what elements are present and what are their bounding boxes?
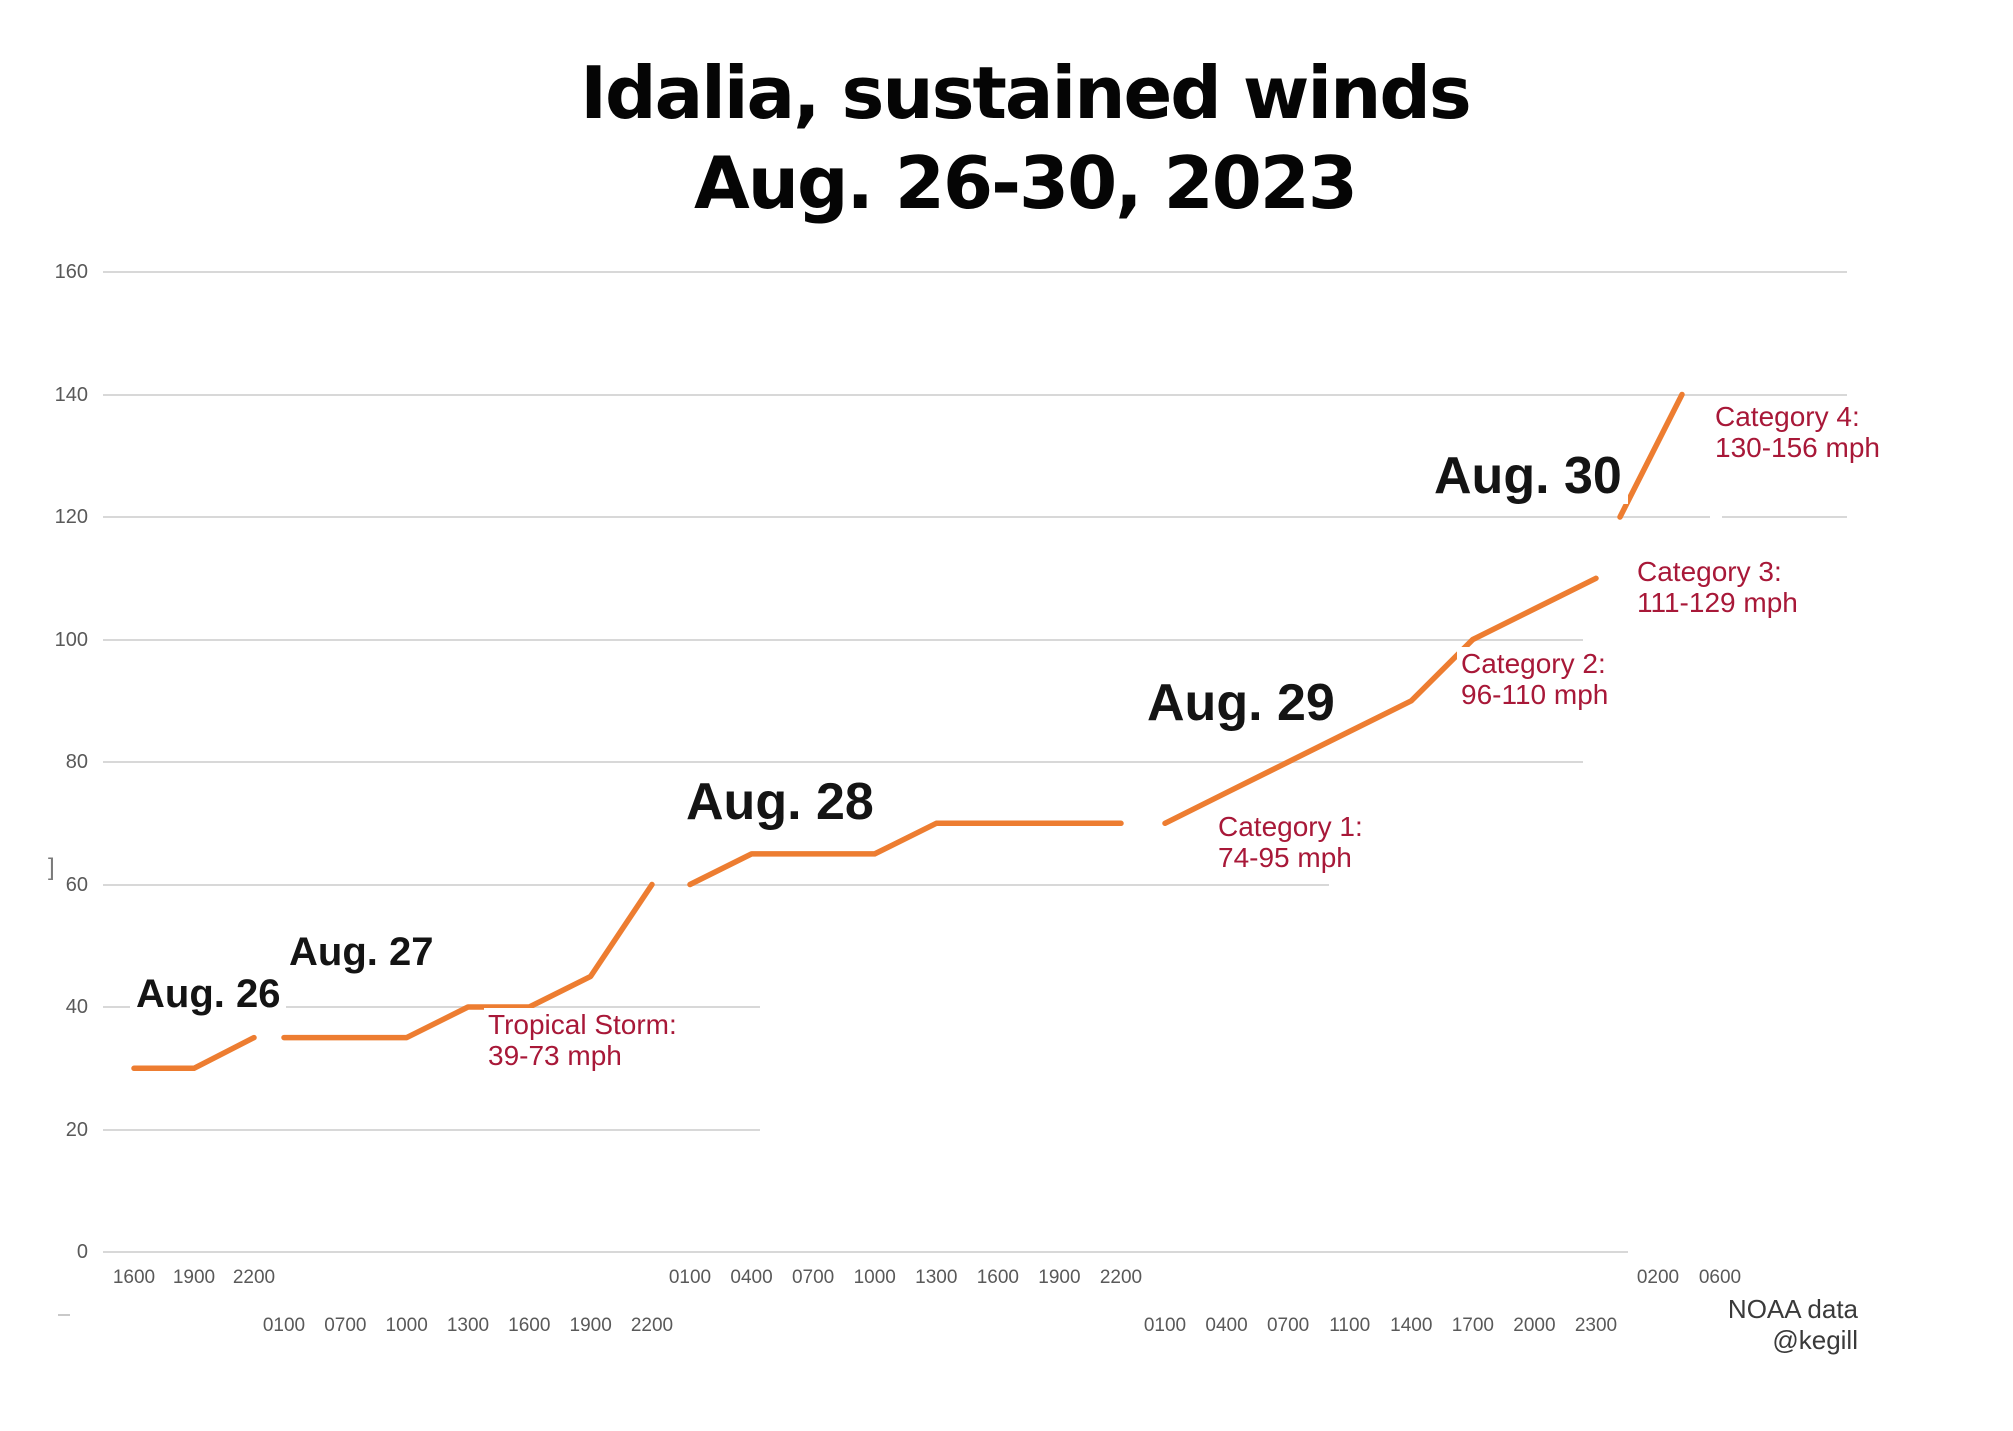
x-axis-tick-label: 0700 xyxy=(791,1267,835,1288)
date-annotation: Aug. 30 xyxy=(1428,448,1628,504)
x-axis-tick-label: 0700 xyxy=(1266,1315,1310,1336)
wind-speed-line-26 xyxy=(131,1034,257,1072)
gridline-160 xyxy=(103,271,1847,273)
category-annotation-name: Tropical Storm: xyxy=(488,1009,677,1040)
x-axis-tick-label: 0100 xyxy=(262,1315,306,1336)
x-axis-tick-label: 1000 xyxy=(385,1315,428,1336)
category-annotation: Category 3: 111-129 mph xyxy=(1633,555,1802,620)
x-axis-tick-label: 1400 xyxy=(1390,1315,1433,1336)
category-annotation: Tropical Storm: 39-73 mph xyxy=(484,1008,681,1073)
category-annotation-range: 96-110 mph xyxy=(1461,679,1609,711)
x-axis-tick-label: 2000 xyxy=(1513,1315,1556,1336)
y-axis-tick-label: 80 xyxy=(65,751,88,773)
gridline-60 xyxy=(103,883,1329,886)
x-axis-tick-label: 1100 xyxy=(1329,1315,1371,1336)
x-axis-tick-label: 1900 xyxy=(172,1267,216,1288)
x-axis-tick-label: 0700 xyxy=(324,1315,367,1336)
category-annotation: Category 2: 96-110 mph xyxy=(1457,647,1613,712)
x-axis-tick-label: 1600 xyxy=(976,1267,1019,1288)
category-annotation-range: 74-95 mph xyxy=(1218,842,1352,874)
date-annotation: Aug. 27 xyxy=(283,930,440,974)
gridline-20 xyxy=(103,1128,760,1131)
stray-bracket-glyph: ] xyxy=(48,854,55,881)
x-axis-tick-label: 1600 xyxy=(508,1315,551,1336)
y-axis-tick-label: 40 xyxy=(65,996,88,1018)
wind-speed-line-28 xyxy=(687,820,1124,888)
category-annotation-name: Category 4: xyxy=(1715,401,1860,432)
category-annotation-range: 130-156 mph xyxy=(1715,432,1881,464)
x-axis-tick-label: 0400 xyxy=(730,1267,773,1288)
date-annotation: Aug. 28 xyxy=(680,774,880,830)
gridline-120 xyxy=(1722,516,1847,518)
x-axis-tick-label: 2200 xyxy=(232,1267,276,1288)
chart-title-line2: Aug. 26-30, 2023 xyxy=(693,141,1358,225)
axis-minor-tick xyxy=(58,1314,70,1316)
x-axis-tick-label: 0100 xyxy=(668,1267,712,1288)
x-axis-tick-label: 1300 xyxy=(915,1267,958,1288)
x-axis-tick-label: 2200 xyxy=(630,1315,674,1336)
date-annotation: Aug. 26 xyxy=(130,972,287,1016)
category-annotation-name: Category 1: xyxy=(1218,811,1363,842)
gridline-140 xyxy=(103,393,1847,396)
category-annotation-range: 39-73 mph xyxy=(488,1040,622,1072)
category-annotation: Category 1: 74-95 mph xyxy=(1214,810,1367,875)
x-axis-tick-label: 1000 xyxy=(853,1267,896,1288)
x-axis-tick-label: 2200 xyxy=(1099,1267,1143,1288)
x-axis-tick-label: 1600 xyxy=(112,1267,156,1288)
category-annotation: Category 4: 130-156 mph xyxy=(1711,400,1885,465)
x-axis-tick-label: 0400 xyxy=(1205,1315,1248,1336)
y-axis-tick-label: 0 xyxy=(76,1241,88,1263)
y-axis-tick-label: 60 xyxy=(65,873,88,896)
x-axis-tick-label: 1700 xyxy=(1451,1315,1494,1336)
category-annotation-name: Category 2: xyxy=(1461,648,1606,679)
x-axis-tick-label: 1900 xyxy=(569,1315,612,1336)
wind-speed-line-29 xyxy=(1162,575,1599,827)
chart-title: Idalia, sustained winds Aug. 26-30, 2023 xyxy=(580,48,1471,228)
y-axis-tick-label: 100 xyxy=(54,628,88,651)
category-annotation-range: 111-129 mph xyxy=(1637,587,1798,619)
gridline-100 xyxy=(103,638,1583,641)
category-annotation-name: Category 3: xyxy=(1637,556,1782,587)
gridline-120 xyxy=(103,516,1710,518)
x-axis-tick-label: 0200 xyxy=(1636,1267,1680,1288)
x-axis-tick-label: 2300 xyxy=(1574,1315,1618,1336)
gridline-0 xyxy=(103,1251,1628,1253)
date-annotation: Aug. 29 xyxy=(1141,675,1341,731)
data-credit: NOAA data @kegill xyxy=(1728,1294,1858,1355)
credit-source: NOAA data xyxy=(1727,1294,1858,1324)
y-axis-tick-label: 120 xyxy=(54,506,88,528)
y-axis-tick-label: 20 xyxy=(65,1118,88,1141)
credit-handle: @kegill xyxy=(1772,1324,1858,1355)
x-axis-tick-label: 0100 xyxy=(1143,1315,1187,1336)
x-axis-tick-label: 1900 xyxy=(1038,1267,1081,1288)
y-axis-tick-label: 140 xyxy=(54,383,88,406)
x-axis-tick-label: 1300 xyxy=(446,1315,490,1336)
wind-speed-line-27 xyxy=(281,881,655,1041)
y-axis-tick-label: 160 xyxy=(54,261,88,283)
chart-title-line1: Idalia, sustained winds xyxy=(580,51,1471,135)
gridline-80 xyxy=(103,761,1583,763)
x-axis-tick-label: 0600 xyxy=(1698,1267,1742,1288)
gridline-40 xyxy=(103,1006,760,1008)
wind-speed-line-30 xyxy=(1617,391,1685,520)
